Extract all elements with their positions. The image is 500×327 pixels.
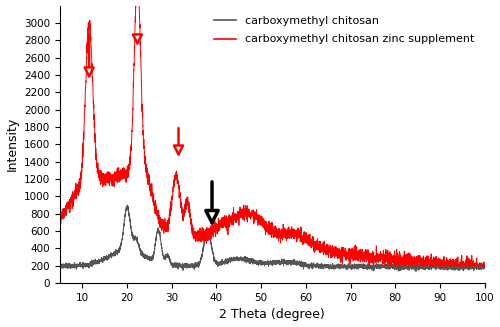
carboxymethyl chitosan zinc supplement — [448, 260, 454, 264]
carboxymethyl chitosan zinc supplement — [57, 216, 63, 220]
carboxymethyl chitosan — [366, 265, 372, 268]
carboxymethyl chitosan — [57, 263, 63, 267]
carboxymethyl chitosan — [259, 259, 265, 263]
carboxymethyl chitosan zinc supplement — [259, 215, 265, 218]
carboxymethyl chitosan — [469, 264, 475, 268]
carboxymethyl chitosan — [448, 265, 454, 268]
carboxymethyl chitosan zinc supplement — [469, 253, 475, 257]
carboxymethyl chitosan zinc supplement — [366, 264, 372, 268]
carboxymethyl chitosan zinc supplement — [366, 253, 372, 257]
carboxymethyl chitosan — [413, 269, 419, 273]
carboxymethyl chitosan — [239, 256, 245, 260]
carboxymethyl chitosan zinc supplement — [239, 210, 245, 214]
Y-axis label: Intensity: Intensity — [6, 117, 18, 171]
Legend: carboxymethyl chitosan, carboxymethyl chitosan zinc supplement: carboxymethyl chitosan, carboxymethyl ch… — [210, 11, 479, 49]
X-axis label: 2 Theta (degree): 2 Theta (degree) — [220, 308, 325, 321]
carboxymethyl chitosan zinc supplement — [482, 264, 488, 268]
carboxymethyl chitosan — [124, 203, 130, 207]
carboxymethyl chitosan zinc supplement — [236, 210, 242, 214]
carboxymethyl chitosan — [236, 258, 242, 262]
carboxymethyl chitosan — [482, 264, 488, 268]
Line: carboxymethyl chitosan zinc supplement: carboxymethyl chitosan zinc supplement — [60, 0, 484, 266]
Line: carboxymethyl chitosan: carboxymethyl chitosan — [60, 205, 484, 271]
